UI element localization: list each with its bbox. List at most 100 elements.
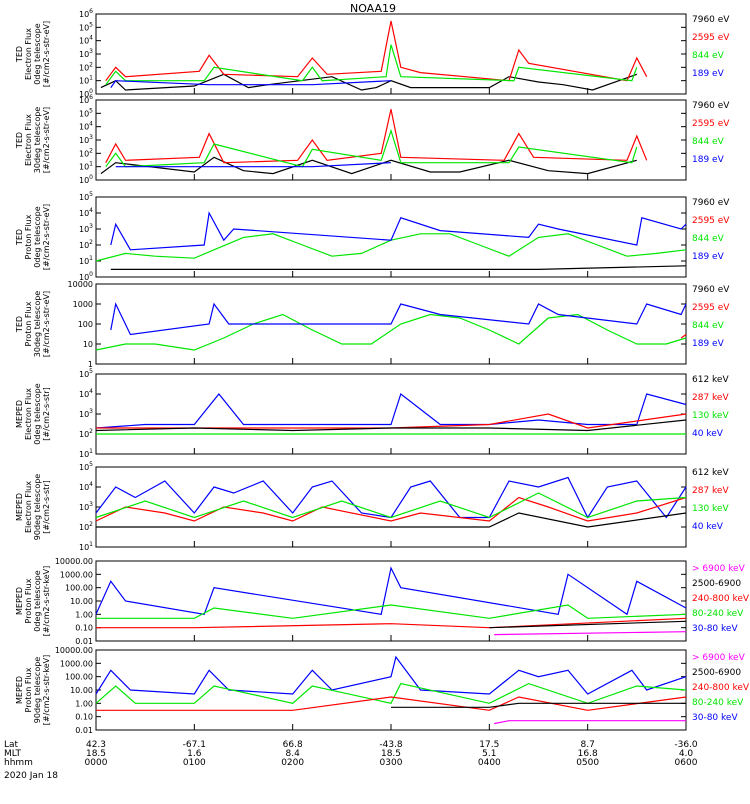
series-line-black	[100, 156, 637, 175]
series-line-blue	[110, 211, 687, 251]
x-tick-label: -36.0	[674, 740, 698, 750]
x-tick-label: 0200	[281, 758, 304, 768]
series-line-green	[105, 44, 638, 86]
y-axis-label: TED	[15, 132, 24, 149]
y-axis-label: 0deg telescope	[33, 23, 42, 84]
x-tick-label: 0000	[85, 758, 108, 768]
x-tick-label: 8.7	[581, 740, 595, 750]
series-line-black	[489, 620, 687, 629]
y-tick-label: 100.00	[65, 584, 93, 593]
x-tick-label: -67.1	[183, 740, 206, 750]
y-axis-label: Proton Flux	[24, 214, 33, 259]
legend-item: 7960 eV	[692, 198, 730, 208]
panel-1-frame	[95, 13, 687, 95]
series-line-black	[95, 419, 687, 432]
legend-item: 130 keV	[692, 411, 729, 421]
series-line-blue	[110, 80, 392, 88]
panel-6-y-axis: 101 102 103 104 105	[79, 461, 686, 552]
series-line-blue	[95, 655, 687, 695]
series-line-red	[96, 413, 687, 429]
series-line-red	[105, 109, 648, 164]
x-tick-label: 4.0	[679, 749, 694, 759]
y-tick-label: 106	[79, 8, 93, 19]
panel-2-y-axis: 100 101 102 103 104 105 106	[79, 94, 686, 185]
panel-7-y-axis: 0.01 0.10 1.00 10.00 100.00 1000.00 10000.00	[55, 557, 686, 646]
x-tick-label: 0300	[380, 758, 403, 768]
series-line-red	[680, 334, 687, 339]
series-line-green	[96, 604, 687, 619]
legend-item: 7960 eV	[692, 101, 730, 111]
y-axis-label: Electron Flux	[24, 481, 33, 533]
y-axis-label: TED	[15, 46, 24, 63]
series-line-red	[96, 617, 687, 629]
y-tick-label: 1000.00	[60, 570, 93, 579]
y-tick-label: 105	[79, 368, 93, 379]
y-axis-label: 0deg telescope	[33, 383, 42, 444]
y-tick-label: 100	[79, 174, 93, 185]
legend-item: 30-80 keV	[692, 624, 738, 634]
y-tick-label: 10.00	[70, 597, 93, 606]
panel-7-frame	[95, 560, 687, 642]
page-title: NOAA19	[350, 2, 396, 15]
y-axis-label: [#/cm2-s-str-keV]	[42, 655, 51, 726]
y-tick-label: 103	[79, 501, 93, 512]
x-row-label: hhmm	[4, 758, 33, 768]
panel-4-y-axis: 1 10 100 1000 10000	[68, 280, 686, 369]
y-tick-label: 1.00	[75, 699, 93, 708]
y-tick-label: 100	[79, 271, 93, 282]
legend-item: 40 keV	[692, 522, 724, 532]
y-tick-label: 102	[79, 428, 93, 439]
y-axis-label: MEPED	[15, 587, 24, 615]
y-tick-label: 1.00	[75, 610, 93, 619]
y-tick-label: 103	[79, 223, 93, 234]
y-tick-label: 0.01	[75, 637, 93, 646]
series-line-green	[105, 128, 638, 168]
y-axis-label: [#/cm2-s-str]	[42, 480, 51, 533]
panel-3-y-axis: 100 101 102 103 104 105	[79, 191, 686, 282]
y-tick-label: 101	[79, 255, 93, 266]
y-tick-label: 103	[79, 134, 93, 145]
series-line-blue	[95, 566, 687, 616]
legend-item: 844 eV	[692, 321, 725, 331]
series-line-black	[391, 702, 686, 708]
legend-item: 287 keV	[692, 393, 729, 403]
panel-5-frame	[95, 373, 687, 455]
y-axis-label: [#/cm2-s-str]	[42, 387, 51, 440]
y-tick-label: 102	[79, 61, 93, 72]
legend-item: 40 keV	[692, 429, 724, 439]
legend-item: 30-80 keV	[692, 713, 738, 723]
y-tick-label: 101	[79, 75, 93, 86]
x-tick-label: 18.5	[86, 749, 106, 759]
series-line-black	[96, 512, 687, 528]
legend-item: 189 eV	[692, 69, 725, 79]
series-line-black	[100, 73, 638, 91]
y-tick-label: 10.00	[70, 686, 93, 695]
y-axis-label: [#/cm2-s-str-eV]	[42, 21, 51, 87]
y-tick-label: 102	[79, 147, 93, 158]
y-tick-label: 100	[78, 320, 93, 329]
legend-item: > 6900 keV	[692, 564, 746, 574]
date-label: 2020 Jan 18	[4, 771, 58, 781]
legend-item: 189 eV	[692, 252, 725, 262]
legend-item: 287 keV	[692, 486, 729, 496]
y-tick-label: 103	[79, 408, 93, 419]
legend-item: 2500-6900	[692, 579, 741, 589]
y-axis-label: Electron Flux	[24, 388, 33, 440]
x-tick-label: 42.3	[86, 740, 106, 750]
legend-item: 2595 eV	[692, 119, 730, 129]
y-tick-label: 10	[83, 340, 93, 349]
legend-item: 2500-6900	[692, 668, 741, 678]
legend-item: 189 eV	[692, 155, 725, 165]
legend-item: 844 eV	[692, 234, 725, 244]
legend-item: 844 eV	[692, 137, 725, 147]
legend-item: 7960 eV	[692, 285, 730, 295]
series-line-blue	[115, 162, 392, 168]
x-tick-label: -43.8	[379, 740, 403, 750]
y-tick-label: 105	[79, 191, 93, 202]
y-axis-label: [#/cm2-s-str-eV]	[42, 204, 51, 270]
x-tick-label: 0400	[478, 758, 501, 768]
y-axis-label: Proton Flux	[24, 578, 33, 623]
panel-6-frame	[95, 466, 687, 548]
y-axis-label: Proton Flux	[24, 301, 33, 346]
y-tick-label: 104	[79, 388, 93, 399]
